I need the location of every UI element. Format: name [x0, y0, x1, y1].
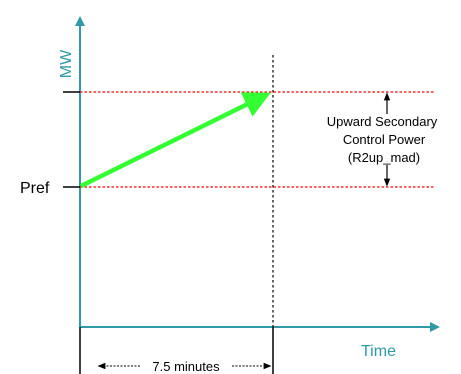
y-axis-label: MW	[58, 49, 75, 78]
pref-label: Pref	[20, 180, 50, 197]
ramp-arrow	[80, 92, 271, 189]
band-label-line2: Control Power	[343, 132, 426, 147]
x-axis-label: Time	[361, 343, 396, 360]
duration-label: 7.5 minutes	[152, 359, 220, 374]
band-label-line3: (R2up_mad)	[348, 150, 420, 165]
band-label-line1: Upward Secondary	[327, 114, 438, 129]
